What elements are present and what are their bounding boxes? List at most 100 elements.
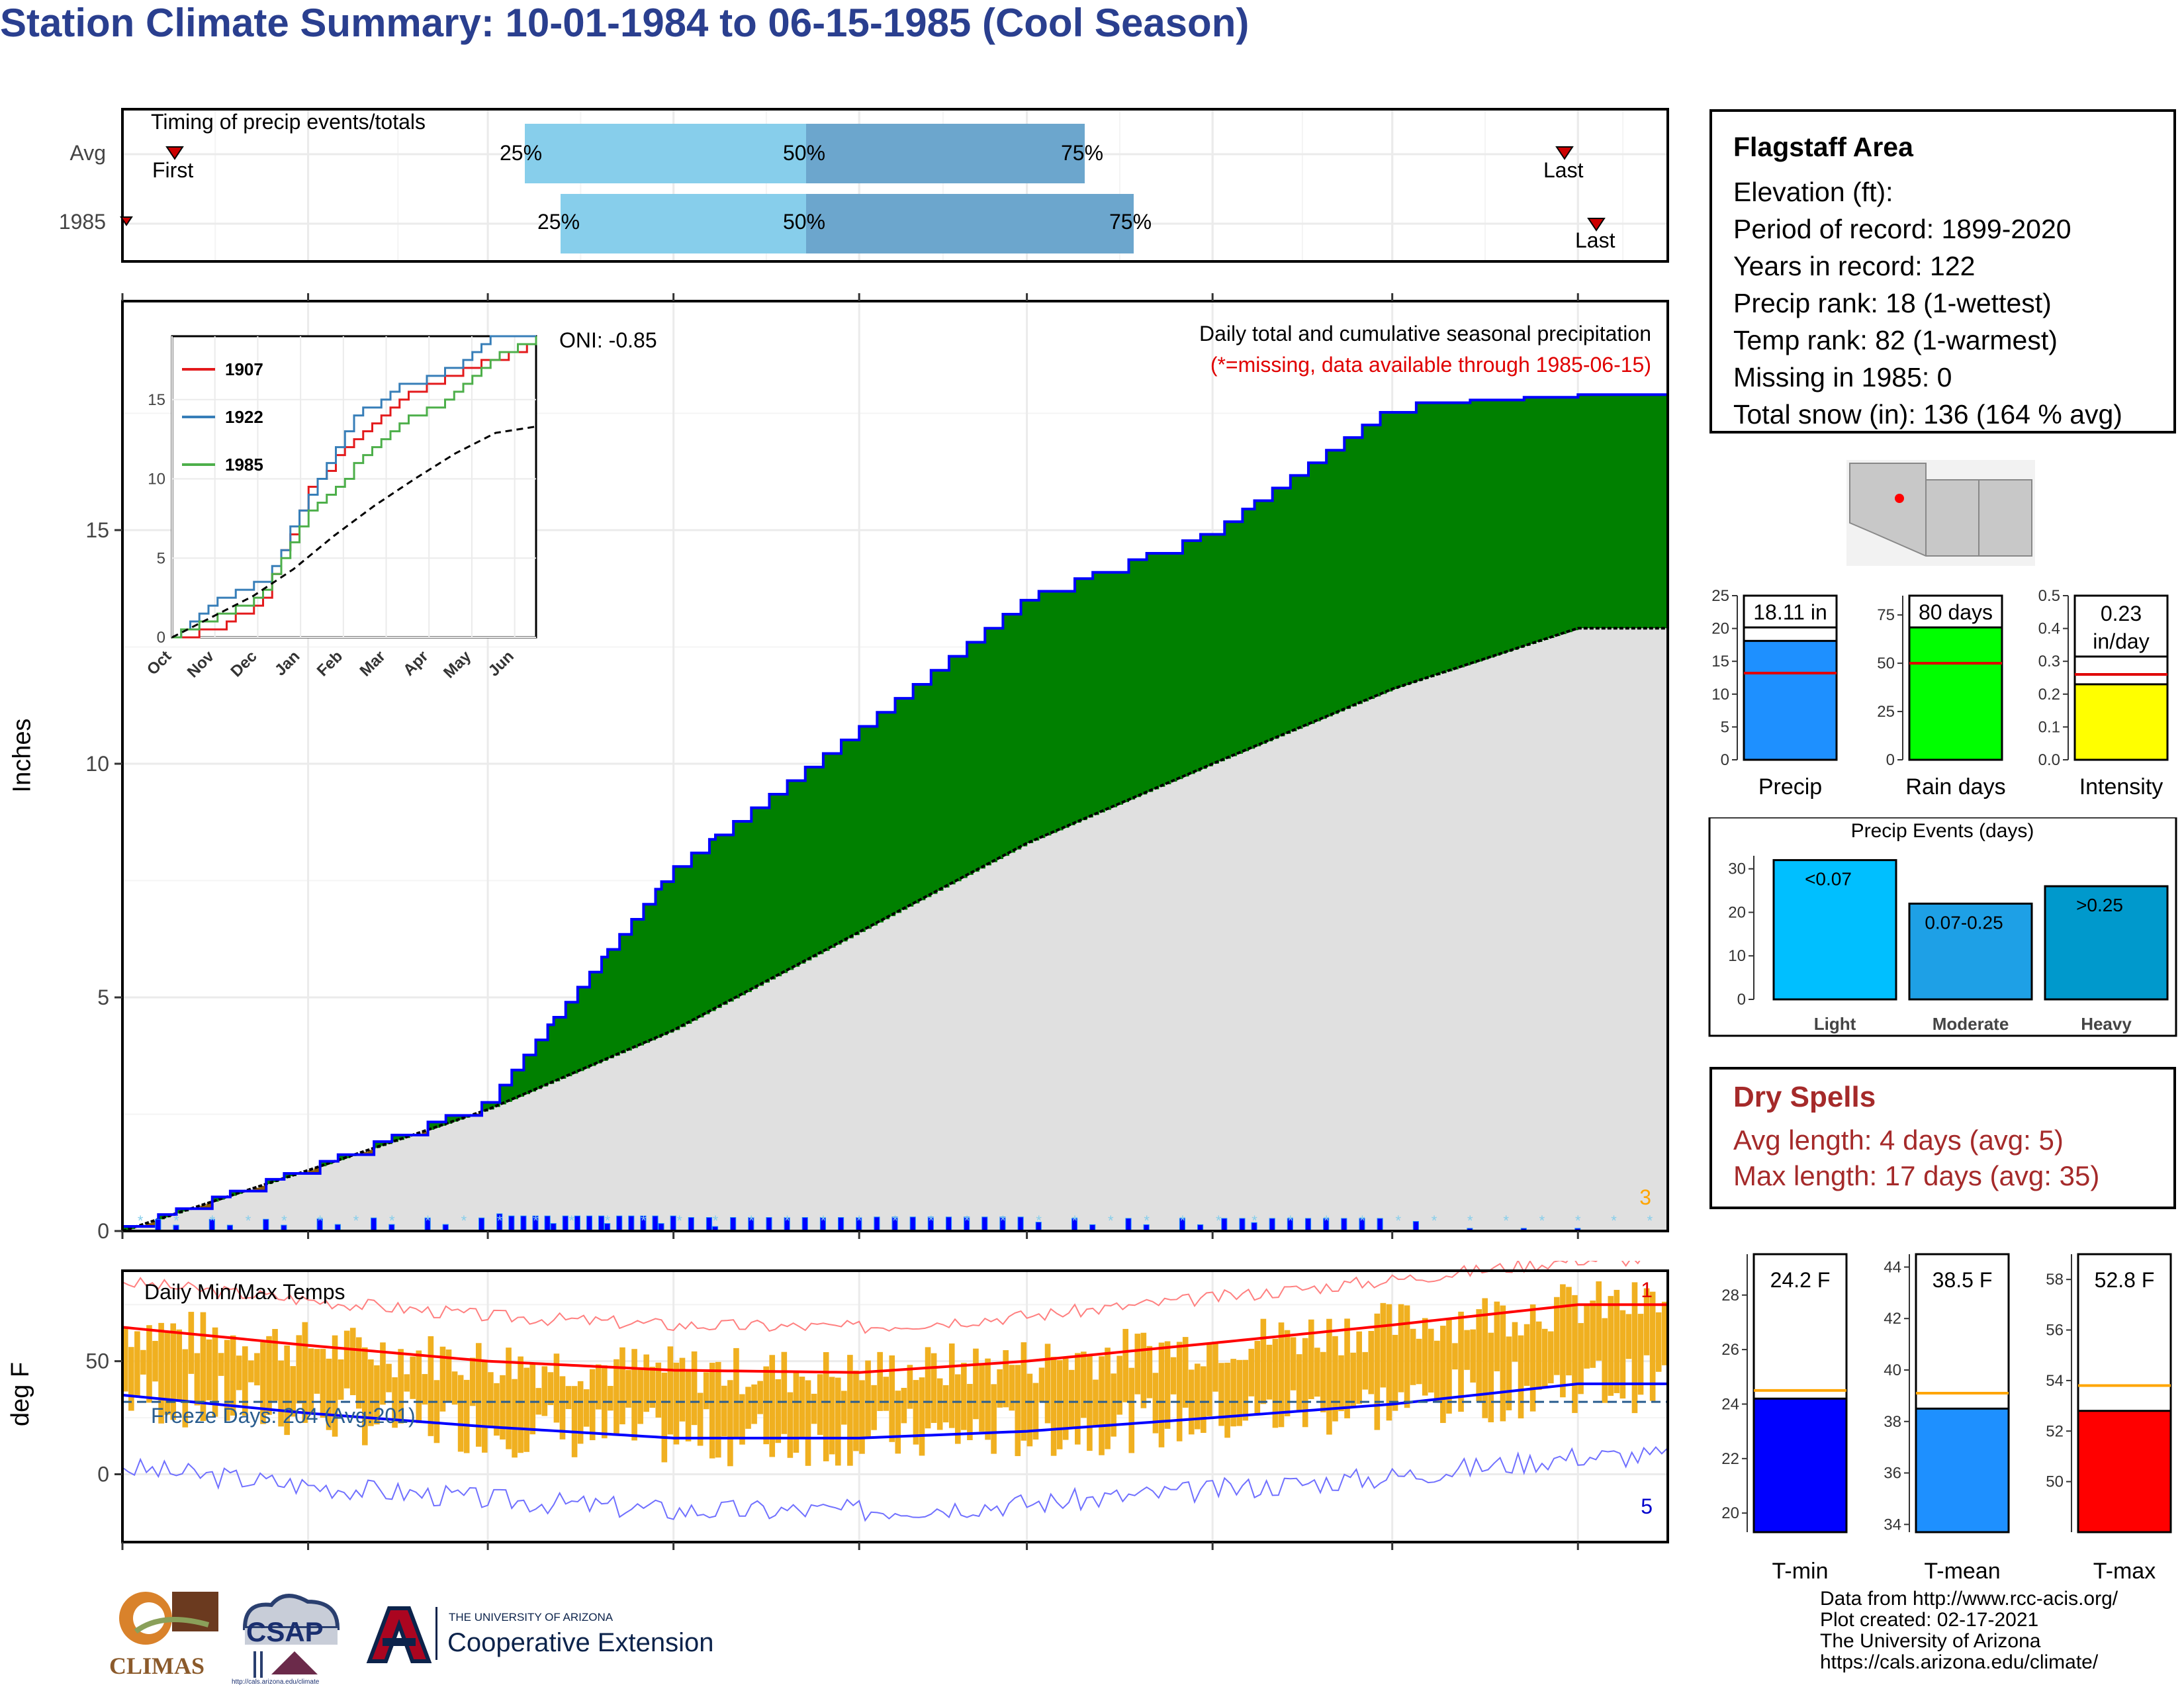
daily-temp-bar (883, 1377, 889, 1411)
departure-band (1626, 394, 1633, 628)
snow-marker: * (1144, 1212, 1150, 1229)
snow-marker: * (138, 1212, 144, 1229)
temp-bar (1916, 1408, 2009, 1532)
snow-marker: * (856, 1212, 862, 1229)
daily-temp-bar (1518, 1336, 1524, 1418)
temp-ytick-label: 26 (1721, 1341, 1739, 1359)
departure-band (1206, 534, 1213, 766)
climas-logo: CLIMAS (109, 1585, 222, 1684)
daily-temp-bar (1375, 1314, 1381, 1430)
daily-temp-bar (1500, 1306, 1506, 1422)
daily-temp-bar (745, 1387, 751, 1428)
daily-temp-bar (1075, 1353, 1081, 1444)
daily-precip-bar (263, 1219, 269, 1231)
event-category-label: Light (1814, 1014, 1856, 1034)
departure-band (1488, 400, 1494, 657)
inset-xtick-label: Oct (144, 647, 175, 678)
snow-marker: * (1467, 1212, 1473, 1229)
daily-temp-bar (1261, 1319, 1267, 1404)
daily-temp-bar (1308, 1320, 1314, 1399)
y1985-last-label: Last (1575, 228, 1615, 252)
departure-band (1350, 437, 1357, 706)
daily-temp-bar (859, 1380, 865, 1453)
daily-temp-bar (1177, 1342, 1183, 1441)
departure-band (1033, 600, 1040, 841)
daily-temp-bar (715, 1362, 721, 1457)
departure-band (782, 794, 788, 973)
daily-temp-bar (1003, 1350, 1009, 1407)
departure-band (614, 950, 620, 1056)
daily-temp-bar (1434, 1341, 1440, 1403)
departure-band (1476, 400, 1482, 661)
record-low-line (122, 1447, 1668, 1520)
daily-temp-bar (458, 1375, 464, 1452)
daily-temp-bar (350, 1328, 356, 1395)
departure-band (757, 807, 764, 985)
temp-ytick-label: 36 (1884, 1465, 1901, 1483)
summary-ytick-label: 15 (1711, 653, 1729, 670)
temp-bar (1754, 1398, 1846, 1532)
departure-band (1632, 394, 1639, 628)
ua-extension-logo: THE UNIVERSITY OF ARIZONA Cooperative Ex… (363, 1602, 747, 1674)
departure-band (788, 780, 794, 970)
departure-band (1087, 578, 1093, 817)
daily-temp-bar (925, 1347, 931, 1428)
inset-frame (172, 336, 536, 637)
inset-ytick-label: 5 (157, 549, 165, 567)
departure-band (715, 835, 722, 1007)
daily-temp-bar (901, 1388, 907, 1423)
departure-band (1128, 560, 1135, 800)
departure-band (662, 882, 668, 1035)
daily-temp-bar (1488, 1333, 1494, 1422)
departure-band (727, 835, 734, 1001)
daily-temp-bar (542, 1366, 548, 1416)
event-range-label: >0.25 (2076, 895, 2123, 915)
summary-ytick-label: 0 (1886, 751, 1895, 769)
departure-band (931, 670, 938, 894)
departure-band (901, 698, 908, 909)
daily-temp-bar (1087, 1356, 1093, 1451)
inset-ytick-label: 15 (148, 391, 165, 409)
daily-precip-bar (802, 1218, 807, 1231)
daily-temp-bar (1464, 1330, 1470, 1370)
daily-temp-bar (362, 1348, 368, 1445)
departure-band (518, 1070, 524, 1097)
daily-temp-bar (733, 1348, 739, 1438)
departure-band (919, 684, 926, 900)
snow-marker: * (929, 1212, 934, 1229)
departure-band (1566, 397, 1572, 632)
station-line: Temp rank: 82 (1-warmest) (1733, 322, 2173, 359)
daily-temp-bar (692, 1351, 698, 1425)
csap-logo: CSAP http://cals.arizona.edu/climate (232, 1588, 351, 1688)
avg-first-label: First (152, 158, 193, 182)
events-ytick-label: 10 (1728, 947, 1746, 965)
daily-temp-bar (961, 1363, 967, 1430)
temp-value-label: 38.5 F (1933, 1268, 1993, 1292)
departure-band (1081, 578, 1087, 820)
daily-temp-bar (1548, 1332, 1554, 1384)
daily-precip-bar (982, 1217, 987, 1231)
departure-band (967, 642, 974, 875)
departure-band (1314, 463, 1321, 721)
departure-band (1410, 412, 1417, 683)
departure-band (1344, 437, 1351, 709)
daily-temp-bar (1620, 1310, 1626, 1398)
summary-value-label: 0.23 (2101, 602, 2142, 625)
daily-temp-bar (206, 1340, 212, 1400)
daily-temp-bar (1506, 1336, 1512, 1410)
summary-ytick-label: 75 (1877, 606, 1895, 624)
snow-marker: * (389, 1212, 395, 1229)
freeze-days-label: Freeze Days: 204 (Avg:201) (151, 1404, 416, 1428)
departure-band (1135, 560, 1142, 798)
daily-temp-bar (410, 1357, 416, 1399)
daily-temp-bar (584, 1389, 590, 1427)
daily-precip-bar (1240, 1218, 1245, 1231)
departure-band (955, 657, 962, 882)
daily-temp-bar (1608, 1296, 1614, 1396)
departure-band (1218, 534, 1225, 761)
oni-label: ONI: -0.85 (559, 328, 657, 352)
daily-precip-bar (1222, 1218, 1227, 1231)
summary-value-label: 18.11 in (1753, 600, 1827, 624)
snow-marker: * (569, 1212, 574, 1229)
